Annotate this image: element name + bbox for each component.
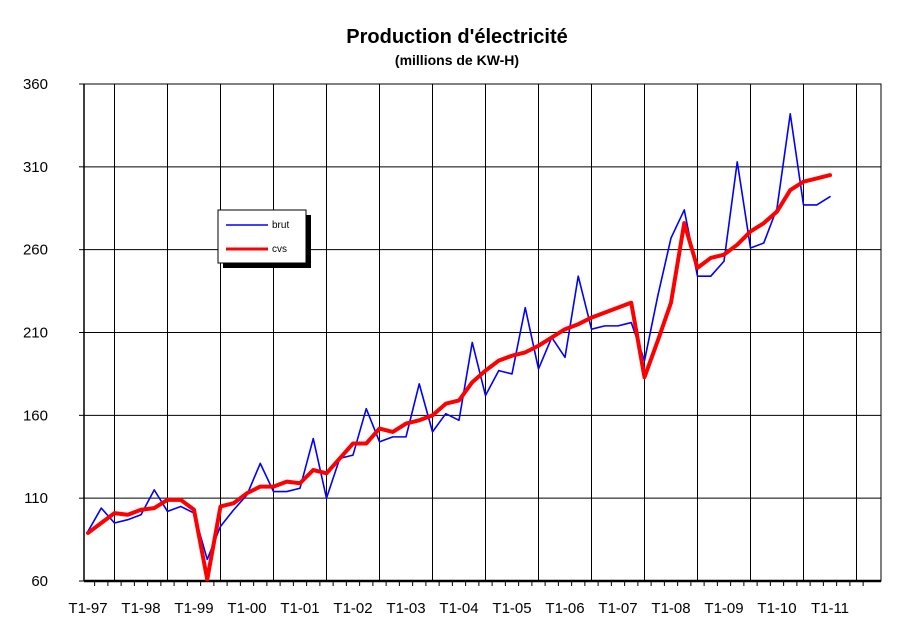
- y-tick-label: 260: [23, 242, 48, 259]
- x-tick-label: T1-01: [280, 600, 319, 617]
- series-line-cvs: [86, 173, 832, 582]
- x-tick-label: T1-08: [651, 600, 690, 617]
- y-tick-label: 210: [23, 325, 48, 342]
- x-tick-label: T1-09: [704, 600, 743, 617]
- x-tick-label: T1-97: [68, 600, 107, 617]
- y-tick-label: 310: [23, 159, 48, 176]
- y-tick-label: 160: [23, 407, 48, 424]
- chart-title: Production d'électricité: [346, 26, 567, 48]
- y-tick-label: 360: [23, 76, 48, 93]
- x-tick-label: T1-10: [757, 600, 796, 617]
- x-tick-label: T1-02: [333, 600, 372, 617]
- x-tick-label: T1-05: [492, 600, 531, 617]
- x-tick-label: T1-04: [439, 600, 478, 617]
- x-tick-label: T1-11: [811, 600, 849, 617]
- x-tick-labels: T1-97 T1-98 T1-99 T1-00 T1-01 T1-02 T1-03 T1-04…: [68, 600, 849, 617]
- y-tick-label: 60: [31, 573, 48, 590]
- x-tick-label: T1-07: [598, 600, 637, 617]
- y-tick-label: 110: [24, 490, 48, 507]
- legend-label-brut: brut: [272, 220, 289, 231]
- axes: [79, 83, 882, 586]
- x-tick-label: T1-98: [121, 600, 160, 617]
- y-tick-labels: 60 110 160 210 260 310 360: [23, 76, 48, 590]
- x-tick-label: T1-06: [545, 600, 584, 617]
- legend: brut cvs: [217, 209, 311, 268]
- x-tick-label: T1-03: [386, 600, 425, 617]
- legend-label-cvs: cvs: [272, 244, 287, 255]
- chart-subtitle: (millions de KW-H): [395, 52, 519, 68]
- x-tick-label: T1-99: [174, 600, 213, 617]
- x-tick-label: T1-00: [227, 600, 266, 617]
- series: [86, 113, 832, 582]
- legend-box: [217, 209, 307, 264]
